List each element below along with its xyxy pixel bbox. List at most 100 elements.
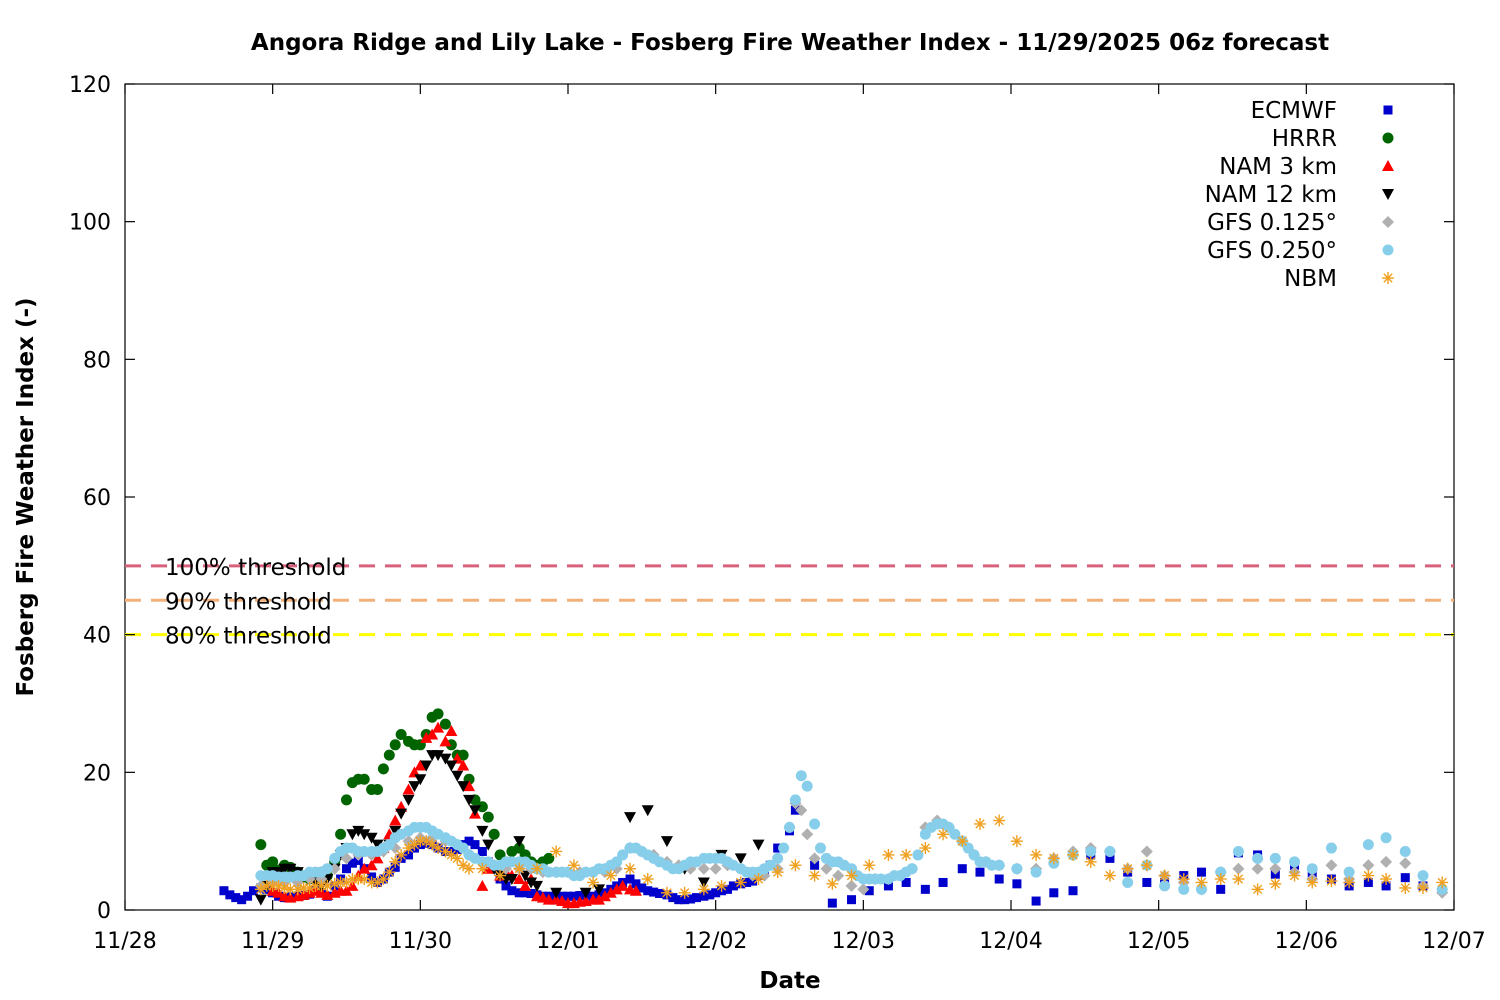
data-point xyxy=(579,887,592,899)
data-point xyxy=(1362,839,1374,851)
data-point xyxy=(432,708,444,720)
data-point xyxy=(1436,876,1449,889)
data-point xyxy=(1399,881,1412,894)
data-point xyxy=(764,859,776,871)
data-point xyxy=(1343,866,1355,878)
data-point xyxy=(1251,883,1264,896)
data-point xyxy=(784,821,795,833)
chart-title: Angora Ridge and Lily Lake - Fosberg Fir… xyxy=(251,30,1329,56)
data-point xyxy=(1104,845,1116,857)
data-point xyxy=(377,763,389,775)
y-tick-label: 120 xyxy=(69,73,111,98)
data-point xyxy=(593,893,606,905)
data-point xyxy=(1232,845,1244,857)
data-point xyxy=(278,881,291,894)
data-point xyxy=(383,866,396,879)
data-point xyxy=(625,874,635,884)
data-point xyxy=(501,881,511,891)
data-point xyxy=(1269,877,1282,890)
data-point xyxy=(587,876,600,889)
data-point xyxy=(445,725,458,737)
data-point xyxy=(272,886,285,898)
data-point xyxy=(463,862,476,875)
data-point xyxy=(697,883,710,896)
data-point xyxy=(371,852,384,864)
data-point xyxy=(563,891,573,901)
data-point xyxy=(1084,855,1097,868)
data-point xyxy=(477,846,487,856)
y-tick-label: 0 xyxy=(97,899,111,924)
data-point xyxy=(482,839,495,851)
data-point xyxy=(705,890,715,900)
legend-marker xyxy=(1382,244,1394,256)
data-point xyxy=(906,863,918,875)
data-point xyxy=(513,836,526,848)
legend-marker xyxy=(1382,160,1394,171)
data-point xyxy=(699,891,709,901)
data-point xyxy=(488,828,500,840)
data-point xyxy=(801,828,814,841)
data-point xyxy=(629,884,642,896)
data-point xyxy=(1362,859,1375,872)
data-point xyxy=(463,794,476,806)
data-point xyxy=(815,842,827,854)
data-point xyxy=(1214,873,1227,886)
data-point xyxy=(624,812,637,824)
y-tick-label: 60 xyxy=(83,486,111,511)
data-point xyxy=(476,801,488,813)
data-point xyxy=(365,859,378,871)
legend-label: NBM xyxy=(1284,266,1337,292)
data-point xyxy=(1177,873,1190,886)
data-point xyxy=(267,856,279,868)
data-point xyxy=(365,832,378,844)
data-point xyxy=(1105,853,1115,863)
legend-marker xyxy=(1382,132,1394,144)
data-point xyxy=(225,890,235,900)
data-point xyxy=(389,825,402,837)
data-point xyxy=(243,891,253,901)
data-point xyxy=(470,840,480,850)
data-point xyxy=(468,805,481,817)
data-point xyxy=(1251,862,1264,875)
data-point xyxy=(832,869,845,882)
threshold-label: 90% threshold xyxy=(165,589,332,615)
data-point xyxy=(530,880,543,892)
data-point xyxy=(1140,845,1153,858)
data-point xyxy=(1195,876,1208,889)
data-point xyxy=(715,879,728,892)
data-point xyxy=(1436,883,1448,895)
data-point xyxy=(1085,845,1097,857)
data-point xyxy=(1047,852,1060,865)
data-point xyxy=(845,879,858,892)
y-axis-label: Fosberg Fire Weather Index (-) xyxy=(13,297,39,696)
data-point xyxy=(432,750,445,762)
data-point xyxy=(395,848,408,861)
data-point xyxy=(711,888,721,898)
data-point xyxy=(402,794,415,806)
data-point xyxy=(655,888,665,898)
data-point xyxy=(476,825,489,837)
data-point xyxy=(457,781,470,793)
data-point xyxy=(1068,886,1078,896)
data-point xyxy=(752,839,765,851)
data-points xyxy=(219,708,1449,909)
data-point xyxy=(1067,848,1080,861)
data-point xyxy=(372,784,384,796)
data-point xyxy=(810,860,820,870)
legend-label: NAM 3 km xyxy=(1219,154,1337,180)
data-point xyxy=(530,862,543,875)
axis-ticks: 0 20 40 60 80 100 120 11/28 11/29 11/30 12/01 12/02… xyxy=(69,73,1486,954)
threshold-label: 80% threshold xyxy=(165,624,332,650)
data-point xyxy=(641,873,654,886)
data-point xyxy=(526,888,536,898)
data-point xyxy=(383,749,395,761)
data-point xyxy=(513,873,526,885)
data-point xyxy=(389,814,402,826)
data-point xyxy=(973,817,986,830)
data-point xyxy=(900,848,913,861)
data-point xyxy=(1252,852,1264,864)
data-point xyxy=(237,895,247,905)
data-point xyxy=(920,884,930,894)
data-point xyxy=(476,862,489,875)
